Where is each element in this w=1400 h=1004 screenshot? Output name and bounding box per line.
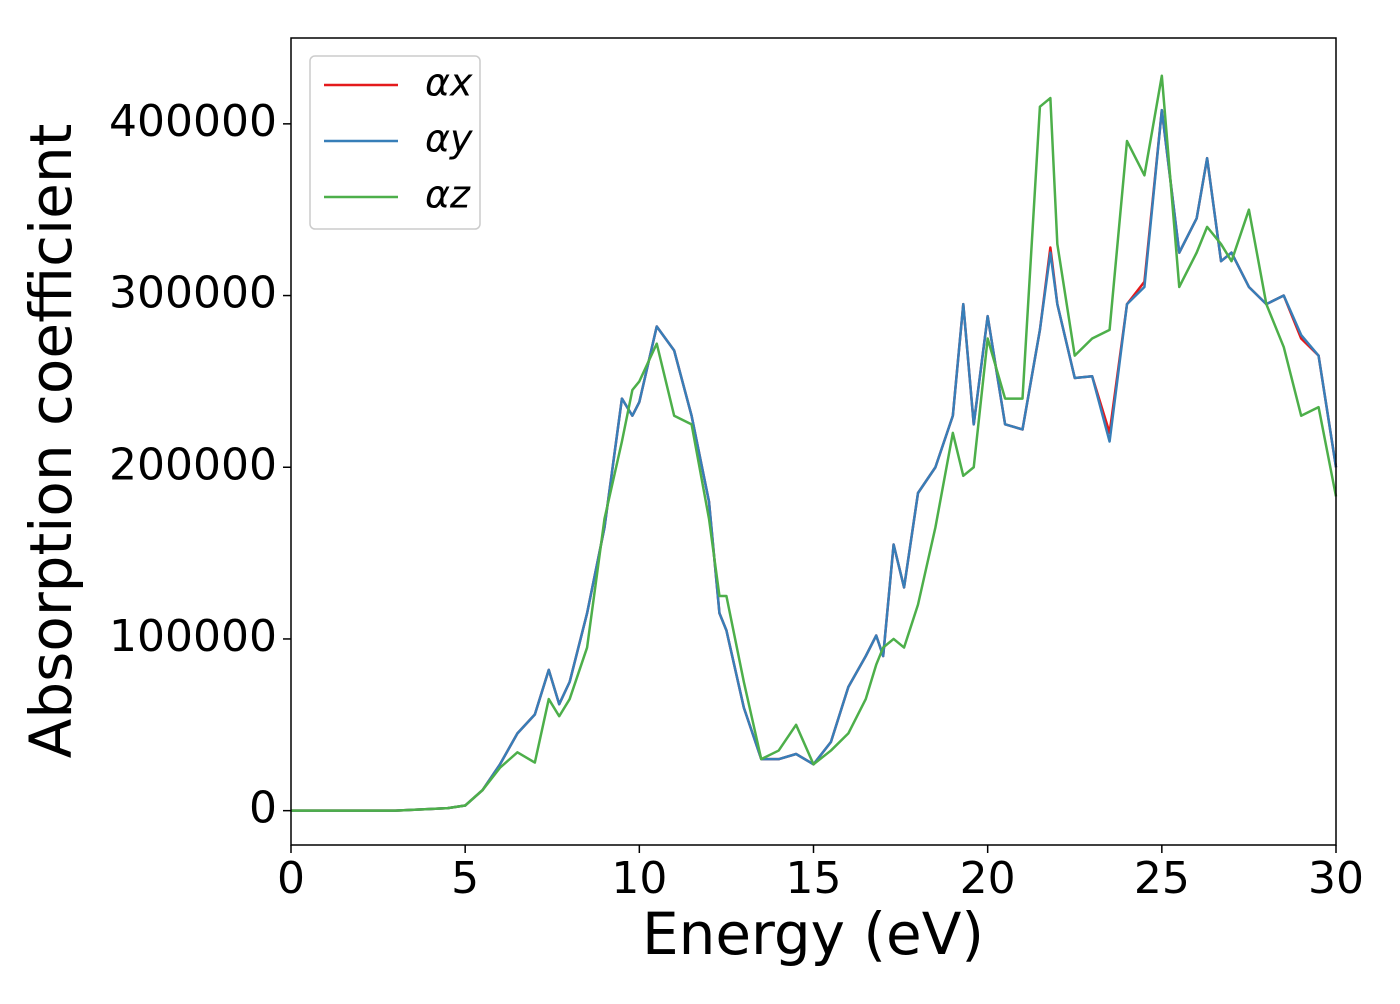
x-tick-label: 5 [451, 853, 479, 904]
x-tick-label: 25 [1134, 853, 1190, 904]
y-tick-label: 100000 [109, 611, 277, 662]
legend-box [309, 55, 481, 230]
x-tick-label: 15 [786, 853, 842, 904]
y-tick-label: 0 [249, 783, 277, 834]
x-tick-label: 0 [277, 853, 305, 904]
plot-frame [290, 37, 1337, 846]
y-axis-label: Absorption coefficient [17, 124, 85, 759]
legend-label: αz [425, 173, 471, 217]
line [291, 74, 1338, 812]
legend-label: αx [425, 61, 473, 105]
x-tick-label: 30 [1308, 853, 1364, 904]
y-tick-label: 300000 [109, 268, 277, 319]
y-tick-label: 200000 [109, 439, 277, 490]
x-tick-label: 20 [960, 853, 1016, 904]
y-tick-label: 400000 [109, 96, 277, 147]
legend-label: αy [425, 117, 473, 161]
x-tick-label: 10 [611, 853, 667, 904]
x-axis-label: Energy (eV) [642, 900, 984, 968]
